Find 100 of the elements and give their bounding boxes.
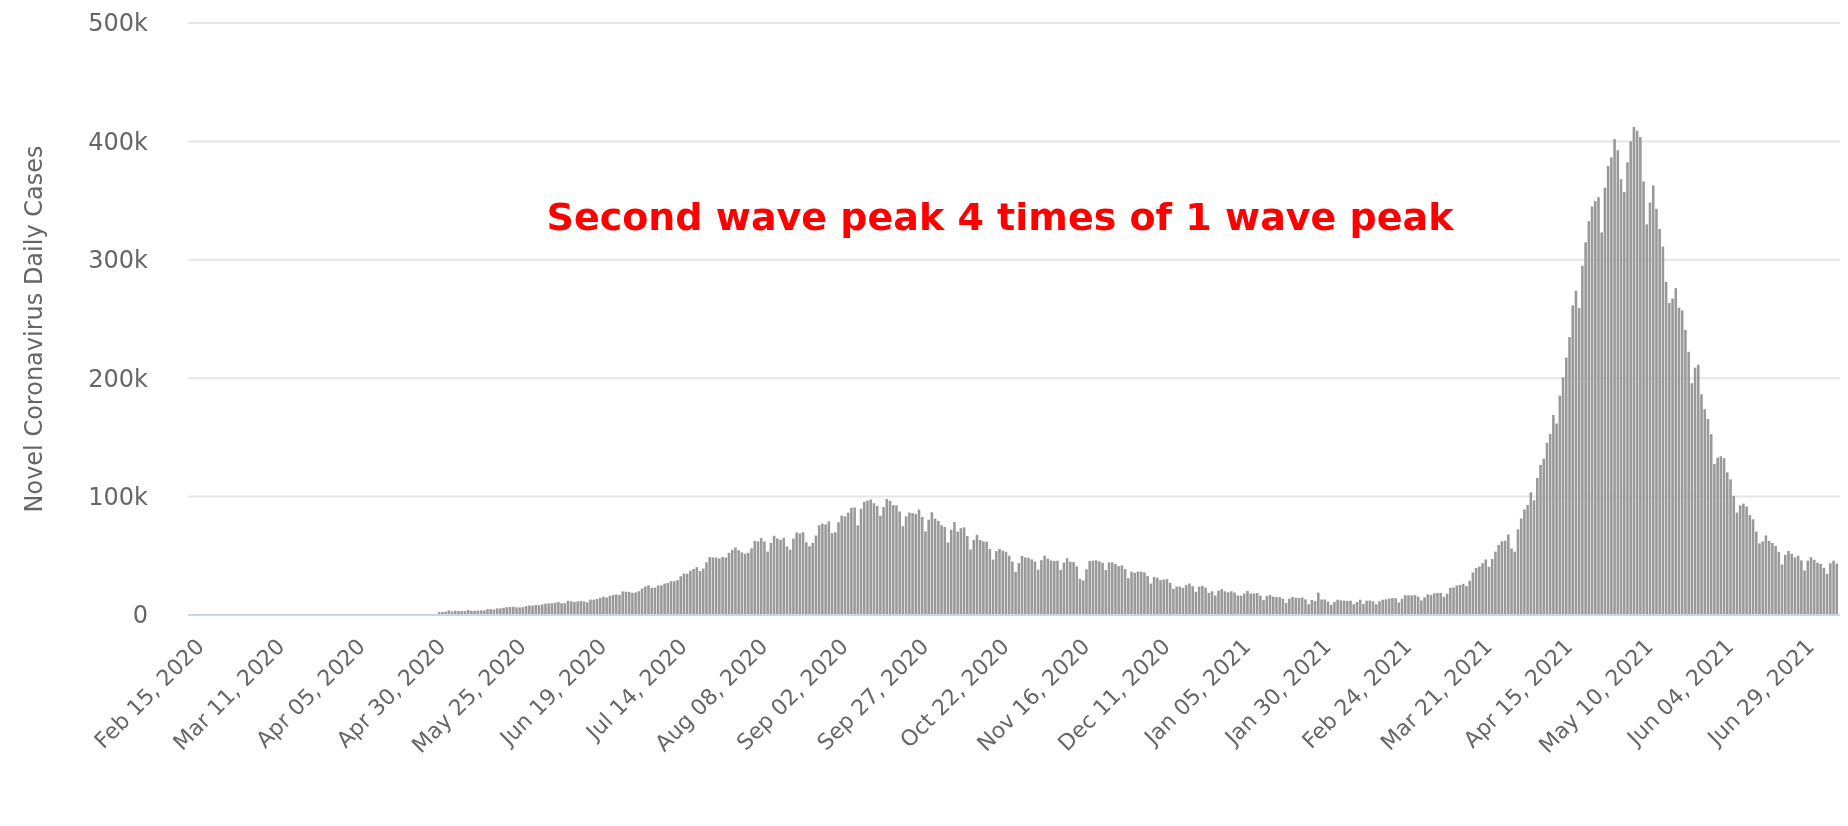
bar <box>1143 572 1146 615</box>
bar <box>1088 561 1091 615</box>
bar <box>1407 595 1410 615</box>
bar <box>1439 592 1442 615</box>
bar <box>824 524 827 615</box>
bar <box>1130 571 1133 615</box>
bar <box>1114 563 1117 615</box>
bar <box>1771 543 1774 615</box>
bar <box>1346 601 1349 615</box>
bar <box>1593 200 1597 615</box>
bar <box>1291 597 1294 615</box>
bar <box>679 576 682 615</box>
bar <box>1697 364 1700 615</box>
bar <box>1213 595 1217 615</box>
bar <box>1175 586 1178 615</box>
bar <box>782 538 786 615</box>
bar <box>486 609 489 615</box>
y-tick-label: 400k <box>88 127 149 156</box>
bar <box>547 603 550 615</box>
bar <box>891 505 895 615</box>
bar <box>763 541 766 615</box>
bar <box>985 541 988 615</box>
bar <box>1275 597 1278 615</box>
bar <box>747 552 750 615</box>
bar <box>573 601 576 615</box>
bar <box>605 597 608 615</box>
bar <box>1101 562 1104 615</box>
bar <box>544 603 547 615</box>
y-tick-label: 300k <box>88 246 149 275</box>
bar <box>1378 601 1381 615</box>
bar <box>1394 598 1397 615</box>
bar <box>1742 503 1745 615</box>
bar <box>502 607 505 615</box>
y-tick-label: 100k <box>88 483 149 511</box>
bar <box>972 539 976 615</box>
bar <box>689 570 692 615</box>
bar <box>840 515 843 615</box>
bar <box>1217 590 1220 615</box>
bar <box>953 522 956 615</box>
bar <box>1552 415 1555 615</box>
bar <box>1362 603 1365 615</box>
bar <box>1185 585 1188 615</box>
bar <box>1790 553 1793 615</box>
bar <box>862 501 866 615</box>
bar <box>911 513 914 615</box>
bar <box>1613 139 1616 615</box>
annotation: Second wave peak 4 times of 1 wave peak <box>546 195 1455 239</box>
bar <box>1365 600 1368 615</box>
bar <box>1716 457 1719 615</box>
bar <box>1745 506 1748 615</box>
bar <box>1478 566 1481 615</box>
bar <box>531 605 534 615</box>
bar <box>708 557 711 615</box>
bar <box>1819 563 1822 615</box>
bar <box>528 605 531 615</box>
bar <box>866 500 869 615</box>
bar <box>1832 560 1835 615</box>
bar <box>1201 585 1204 615</box>
bar <box>1043 555 1046 615</box>
bar <box>1336 599 1339 615</box>
bar <box>692 568 695 615</box>
bar <box>1317 592 1320 615</box>
bar <box>1204 587 1207 615</box>
bar <box>1597 197 1600 615</box>
bar <box>1651 185 1655 615</box>
bar <box>1288 598 1291 615</box>
bar <box>1800 560 1803 615</box>
bar <box>1220 589 1223 615</box>
bar <box>1829 563 1832 615</box>
y-tick-label: 0 <box>132 601 148 630</box>
bar <box>1423 597 1426 615</box>
bar <box>1391 598 1394 615</box>
bar <box>1278 597 1281 615</box>
bar <box>602 596 605 615</box>
bar <box>615 594 618 615</box>
bar <box>914 513 918 615</box>
bar <box>489 609 492 615</box>
bar <box>1262 600 1265 615</box>
bar <box>589 599 592 615</box>
bar <box>724 557 728 615</box>
bar <box>821 523 824 615</box>
bar <box>718 558 721 615</box>
bar <box>795 532 798 615</box>
bar <box>660 585 663 615</box>
bar <box>1497 545 1500 615</box>
bar <box>676 580 679 615</box>
bar <box>1349 600 1352 615</box>
bar <box>1420 600 1423 615</box>
bar <box>1191 586 1195 615</box>
bar <box>734 547 737 615</box>
bar <box>1465 585 1468 615</box>
bar <box>1027 557 1030 615</box>
bar <box>1507 534 1510 615</box>
bar <box>1233 592 1236 615</box>
bar <box>557 602 560 615</box>
bar <box>663 583 666 615</box>
bar <box>1117 566 1120 615</box>
bar <box>1304 599 1307 615</box>
bar <box>1030 559 1033 615</box>
bar <box>776 538 779 615</box>
